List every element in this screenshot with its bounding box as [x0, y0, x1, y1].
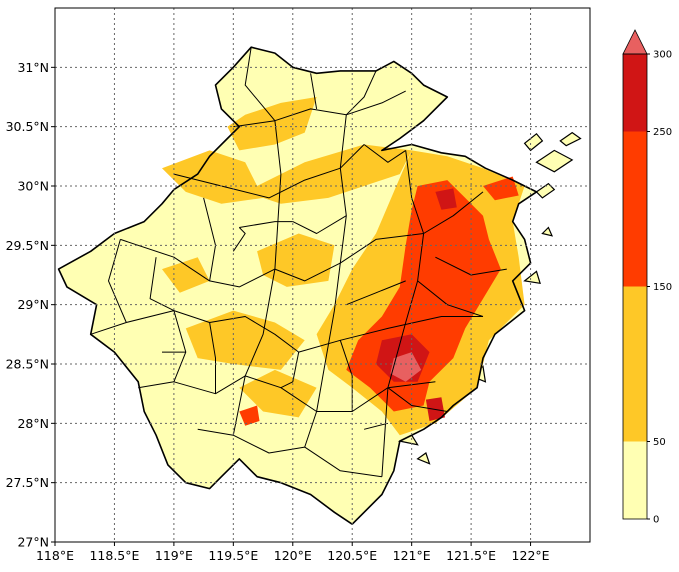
- province-outline: [57, 46, 538, 526]
- district-boundary-27: [346, 280, 406, 306]
- colorbar-band-3: [623, 54, 647, 132]
- contour-300-14: [390, 352, 422, 382]
- district-boundary-1: [90, 310, 483, 353]
- x-tick-label-3: 119.5°E: [208, 548, 258, 563]
- island-8: [416, 452, 431, 465]
- colorbar-band-0: [623, 441, 647, 519]
- island-3: [535, 182, 556, 199]
- district-boundary-18: [280, 352, 300, 389]
- contour-50-4: [185, 310, 305, 370]
- district-boundary-17: [209, 322, 216, 394]
- y-tick-label-7: 30.5°N: [6, 119, 49, 134]
- x-tick-label-7: 121.5°E: [446, 548, 496, 563]
- x-tick-label-1: 118.5°E: [89, 548, 139, 563]
- district-boundary-8: [304, 114, 347, 448]
- district-boundary-25: [239, 221, 293, 228]
- contour-50-0: [227, 97, 317, 151]
- contour-250-13: [435, 188, 457, 210]
- district-boundary-22: [363, 144, 406, 163]
- y-tick-label-6: 30°N: [17, 179, 49, 194]
- x-tick-label-8: 122°E: [512, 548, 550, 563]
- island-2: [559, 131, 582, 147]
- colorbar-tick-label-3: 250: [653, 127, 672, 138]
- district-boundary-4: [173, 144, 365, 199]
- district-boundary-13: [387, 387, 448, 412]
- district-boundary-7: [232, 120, 282, 436]
- plot-frame: [54, 7, 591, 543]
- contour-50-5: [239, 369, 317, 418]
- y-tick-label-4: 29°N: [17, 297, 49, 312]
- district-boundary-14: [108, 239, 127, 323]
- colorbar-extend-arrow: [622, 29, 648, 55]
- district-boundary-12: [417, 280, 484, 317]
- y-tick-label-5: 29.5°N: [6, 238, 49, 253]
- y-tick-label-0: 27°N: [17, 535, 49, 550]
- x-tick-label-4: 120°E: [274, 548, 312, 563]
- island-5: [523, 270, 541, 285]
- colorbar-band-1: [623, 286, 647, 442]
- contour-150-9: [483, 176, 519, 201]
- x-tick-label-0: 118°E: [36, 548, 74, 563]
- y-tick-label-2: 28°N: [17, 416, 49, 431]
- island-0: [535, 149, 574, 173]
- district-boundary-28: [363, 422, 389, 430]
- district-boundary-15: [149, 257, 175, 312]
- district-boundary-24: [292, 215, 347, 234]
- y-tick-label-3: 28.5°N: [6, 357, 49, 372]
- colorbar-tick-label-4: 300: [653, 50, 672, 61]
- colorbar-tick-label-0: 0: [653, 515, 659, 526]
- island-1: [523, 132, 544, 152]
- district-boundary-20: [310, 73, 318, 109]
- y-tick-label-1: 27.5°N: [6, 475, 49, 490]
- colorbar-band-2: [623, 131, 647, 287]
- island-4: [541, 226, 554, 237]
- x-tick-label-6: 121°E: [393, 548, 431, 563]
- x-tick-label-2: 119°E: [155, 548, 193, 563]
- y-tick-label-8: 31°N: [17, 60, 49, 75]
- district-boundary-3: [197, 428, 382, 478]
- district-boundary-29: [232, 227, 246, 252]
- contour-150-10: [239, 405, 260, 426]
- district-boundary-19: [244, 47, 276, 122]
- district-boundary-10: [423, 191, 484, 234]
- colorbar-tick-label-1: 50: [653, 437, 666, 448]
- district-boundary-5: [233, 90, 406, 128]
- colorbar-tick-label-2: 150: [653, 282, 672, 293]
- x-tick-label-5: 120.5°E: [327, 548, 377, 563]
